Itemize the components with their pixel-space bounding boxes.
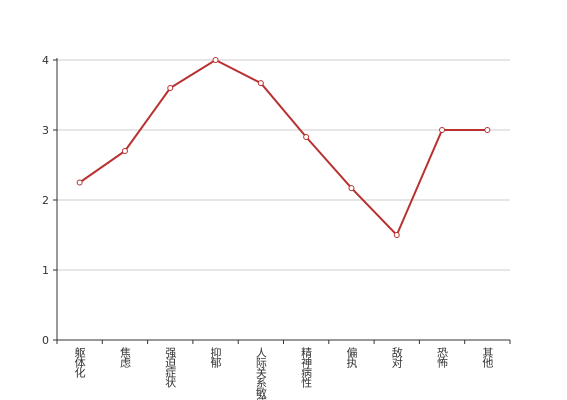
point xyxy=(167,85,174,91)
x-tick-label: 敌对 xyxy=(390,346,403,368)
y-tick-label: 1 xyxy=(42,264,49,277)
x-tick-label: 偏执 xyxy=(345,346,358,369)
y-tick-label: 2 xyxy=(42,194,49,207)
point xyxy=(257,80,264,87)
y-tick-label: 3 xyxy=(42,124,49,137)
point xyxy=(303,134,310,140)
x-tick-label: 躯体化 xyxy=(73,347,86,379)
x-tick-label: 其他 xyxy=(481,347,494,368)
point xyxy=(484,127,491,133)
point xyxy=(212,57,219,63)
y-tick-label: 0 xyxy=(42,334,49,347)
x-tick-label: 恐怖 xyxy=(436,347,449,368)
point xyxy=(76,179,83,186)
y-tick-label: 4 xyxy=(42,54,49,67)
x-tick-label: 焦虑 xyxy=(118,347,131,368)
x-tick-label: 精神病性 xyxy=(300,347,313,389)
x-tick-label: 强迫症状 xyxy=(164,347,177,388)
point xyxy=(439,127,446,133)
x-tick-label: 抑郁 xyxy=(209,346,222,368)
line xyxy=(79,58,488,237)
point xyxy=(393,232,400,238)
point xyxy=(348,185,355,192)
x-tick-label: 人际关系敏感 xyxy=(254,347,267,400)
point xyxy=(121,148,128,154)
